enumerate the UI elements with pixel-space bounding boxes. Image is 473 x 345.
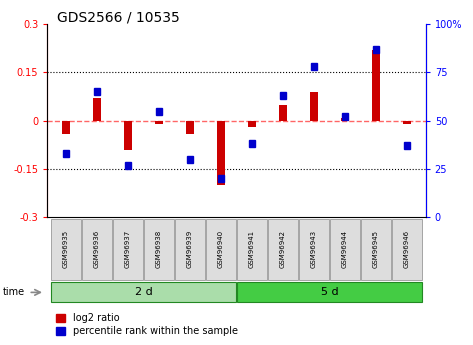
Bar bbox=[342, 114, 348, 120]
Bar bbox=[403, 121, 412, 124]
Text: GSM96944: GSM96944 bbox=[342, 230, 348, 268]
Text: 5 d: 5 d bbox=[321, 287, 338, 297]
Bar bbox=[94, 88, 100, 95]
Bar bbox=[61, 121, 70, 134]
Bar bbox=[392, 219, 422, 280]
Bar bbox=[372, 50, 380, 121]
Bar bbox=[155, 121, 163, 124]
Bar bbox=[249, 140, 255, 147]
Bar bbox=[268, 219, 298, 280]
Bar bbox=[299, 219, 329, 280]
Bar bbox=[156, 108, 162, 115]
Text: GSM96945: GSM96945 bbox=[373, 230, 379, 268]
Bar bbox=[311, 63, 317, 70]
Bar bbox=[51, 219, 81, 280]
Text: GSM96935: GSM96935 bbox=[63, 230, 69, 268]
Bar bbox=[237, 282, 422, 303]
Bar bbox=[310, 92, 318, 121]
Text: 2 d: 2 d bbox=[135, 287, 152, 297]
Bar bbox=[279, 105, 288, 121]
Bar bbox=[361, 219, 391, 280]
Text: GDS2566 / 10535: GDS2566 / 10535 bbox=[57, 10, 180, 24]
Bar bbox=[93, 98, 101, 121]
Bar bbox=[248, 121, 256, 127]
Text: GSM96946: GSM96946 bbox=[404, 230, 410, 268]
Text: time: time bbox=[2, 287, 25, 297]
Bar bbox=[63, 150, 69, 157]
Bar bbox=[123, 121, 132, 150]
Bar bbox=[404, 142, 410, 149]
Bar bbox=[217, 121, 225, 185]
Bar bbox=[206, 219, 236, 280]
Bar bbox=[82, 219, 112, 280]
Legend: log2 ratio, percentile rank within the sample: log2 ratio, percentile rank within the s… bbox=[52, 309, 242, 340]
Bar bbox=[330, 219, 360, 280]
Text: GSM96939: GSM96939 bbox=[187, 230, 193, 268]
Bar bbox=[113, 219, 143, 280]
Text: GSM96942: GSM96942 bbox=[280, 230, 286, 268]
Text: GSM96936: GSM96936 bbox=[94, 230, 100, 268]
Bar bbox=[175, 219, 205, 280]
Bar bbox=[144, 219, 174, 280]
Bar bbox=[280, 92, 286, 99]
Bar bbox=[237, 219, 267, 280]
Bar bbox=[185, 121, 194, 134]
Text: GSM96941: GSM96941 bbox=[249, 230, 255, 268]
Bar bbox=[341, 118, 350, 121]
Text: GSM96940: GSM96940 bbox=[218, 230, 224, 268]
Text: GSM96943: GSM96943 bbox=[311, 230, 317, 268]
Bar bbox=[125, 162, 131, 169]
Bar bbox=[373, 46, 379, 53]
Bar bbox=[51, 282, 236, 303]
Text: GSM96938: GSM96938 bbox=[156, 230, 162, 268]
Bar bbox=[218, 175, 224, 182]
Bar bbox=[187, 156, 193, 163]
Text: GSM96937: GSM96937 bbox=[125, 230, 131, 268]
